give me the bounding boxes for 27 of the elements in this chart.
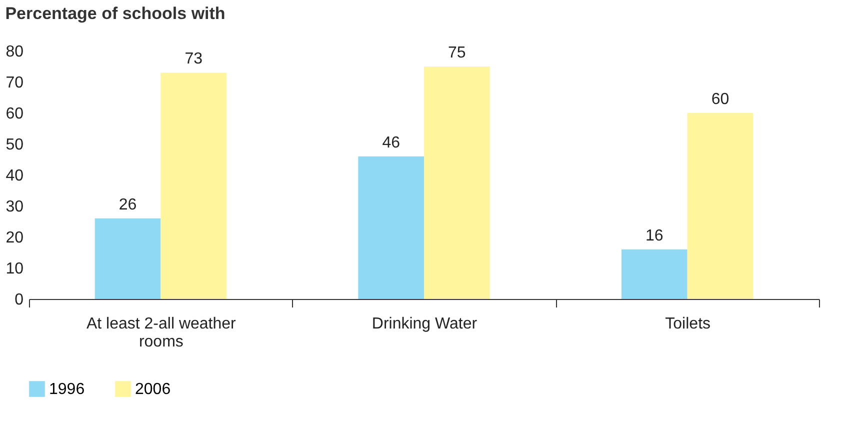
bar — [622, 249, 688, 299]
legend-label: 2006 — [135, 381, 171, 398]
data-label: 16 — [646, 227, 664, 244]
x-tick-label: Drinking Water — [372, 316, 478, 332]
legend-label: 1996 — [49, 381, 85, 398]
data-label: 75 — [448, 44, 466, 62]
x-tick-label: Toilets — [665, 316, 711, 332]
y-tick-label: 80 — [6, 44, 24, 60]
x-tick-label: At least 2-all weather rooms — [86, 316, 237, 350]
y-tick-label: 20 — [6, 230, 24, 246]
bar — [687, 113, 754, 299]
data-label: 60 — [711, 91, 730, 108]
data-label: 46 — [382, 134, 400, 152]
y-tick-label: 60 — [6, 106, 24, 122]
y-tick-label: 10 — [6, 260, 24, 278]
data-label: 26 — [118, 196, 137, 214]
y-tick-label: 0 — [14, 292, 24, 308]
y-tick-label: 70 — [6, 74, 24, 92]
chart-title: Percentage of schools with — [5, 4, 226, 23]
y-tick-label: 50 — [6, 136, 24, 154]
y-tick-label: 30 — [6, 198, 24, 216]
bar — [424, 66, 490, 299]
bar — [358, 156, 424, 299]
y-tick-label: 40 — [6, 168, 24, 184]
data-label: 73 — [184, 50, 203, 68]
bar — [94, 218, 161, 299]
bar — [160, 72, 226, 299]
